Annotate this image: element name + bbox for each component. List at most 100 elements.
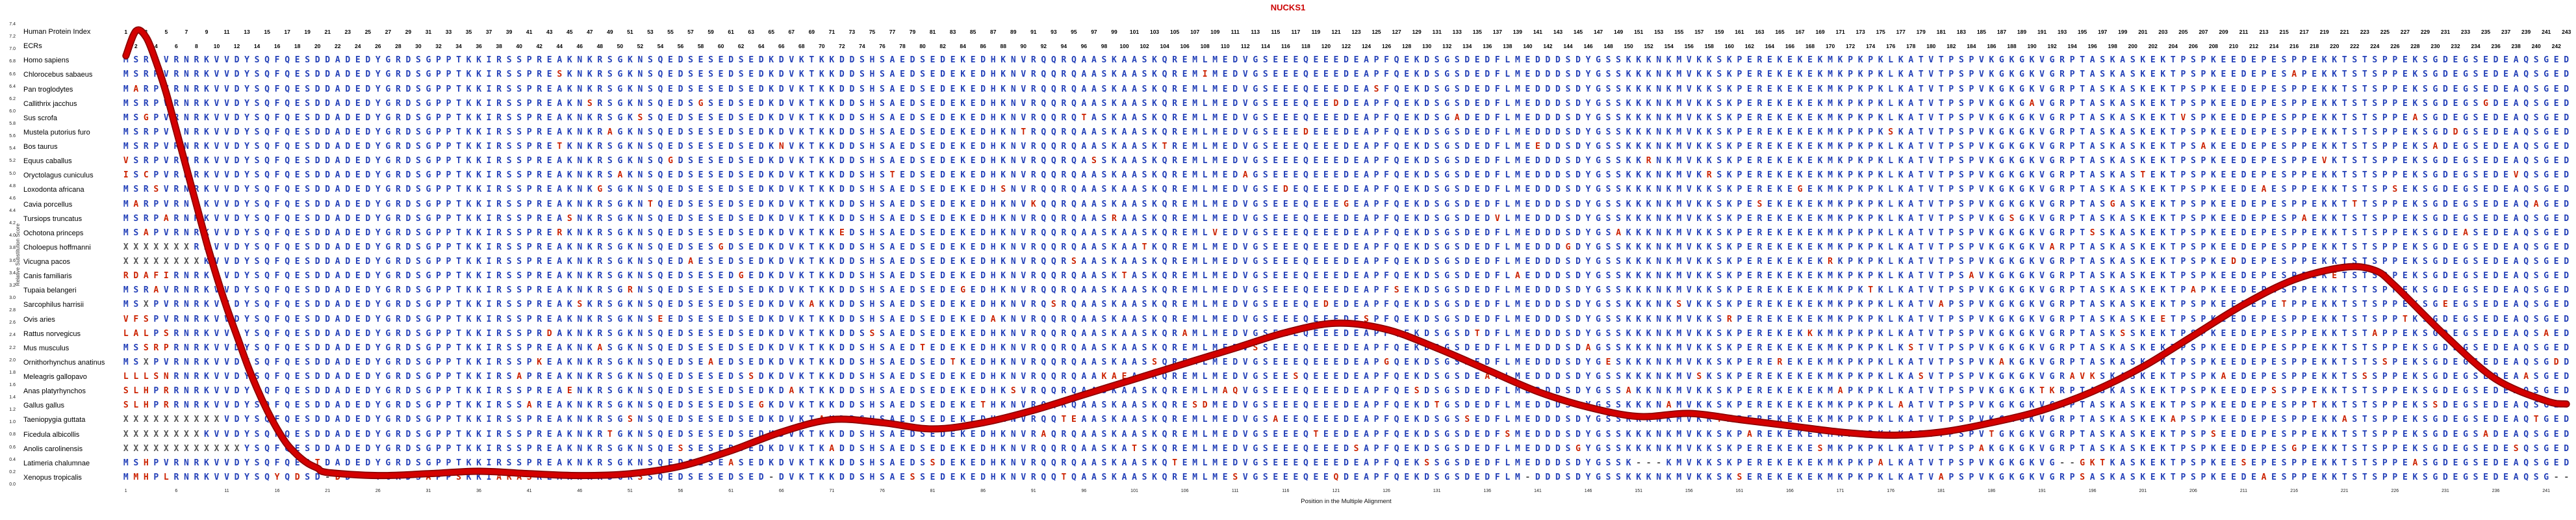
sequence-segment: KNKRSGKNSQEDSESEDSEDKDVKTKKDDSHSAEDSEDEK…: [567, 70, 1203, 80]
y-tick-label: 5.0: [9, 171, 16, 176]
sequence-segment: RPTASKASKEKTPSPKEEDEP: [2060, 386, 2272, 396]
sequence-segment: SEEEQEEEDEAPFQEKDSGSDEDFLMEDDDSD: [1262, 343, 1586, 353]
y-tick-label: 2.4: [9, 333, 16, 338]
sequence-segment: MSRPVRNRKVVDYSQFQESDDADEDYGRDSGPPTKKIRSS…: [123, 142, 557, 151]
x-tick-label: 131: [1433, 489, 1441, 493]
sequence-segment: QREMLMEDVGSEEEQEEEDEAP: [1162, 357, 1384, 367]
species-label: Ovis aries: [23, 315, 55, 324]
sequence-segment: EDDDSDYGSSKKKNKMVKKSKPEREKEKEKMKPKPKLKAT…: [1525, 271, 1969, 281]
sequence-segment: RPTASKASKEKTPSPKEEDEPESPPEKKTSTSPPEKSGDE…: [2060, 242, 2574, 252]
sequence-segment: RNRKVVDYSQFQESDDADEDYGRDSGPPTKKIRSSPR: [173, 328, 547, 339]
sequence-segment: RPVRNRKVVDYSQFQESDDADEDYGRDSGPPTKKIRSSPR…: [143, 199, 648, 209]
y-tick-label: 4.6: [9, 196, 16, 201]
x-tick-label: 151: [1635, 489, 1642, 493]
species-label: Anolis carolinensis: [23, 445, 83, 453]
sequence-segment: XXXXXXX: [123, 242, 194, 252]
x-tick-label: 221: [2340, 489, 2349, 493]
sequence-segment: PVRNRKVVDYSQFQESDDADEDYGRDSGPPTKKIRSSPRE…: [153, 112, 638, 123]
y-tick-label: 3.6: [9, 258, 16, 263]
sequence-segment: RNRKVVDYSQFQESDDADEDYGRDSGPPTKKIRS: [173, 372, 517, 382]
y-tick-label: 4.0: [9, 233, 16, 239]
sequence-segment: YSQFQESDDADEDYGRDSGPPTKKIRSSPREAKNKRSGKN…: [244, 443, 678, 454]
sequence-segment: VDYSQFQESDDADEDYGRDSGPPTKKIRSSPREAKNKRSG: [224, 415, 628, 425]
sequence-segment: DEKEDHKNVRQQRQAASKAASKQ: [940, 458, 1173, 468]
species-label: Meleagris gallopavo: [23, 373, 87, 381]
x-tick-label: 96: [1081, 489, 1087, 493]
sequence-segment: DSGSDEDFLMEDDDSDYGSS: [1424, 386, 1626, 396]
x-tick-label: 181: [1937, 489, 1945, 493]
species-label: Homo sapiens: [23, 57, 70, 65]
sequence-segment: QSGED: [2523, 443, 2574, 454]
sequence-segment: RNRKVVDYSQFQESDDADEDYGRDSGPPTKKIRSS: [173, 400, 527, 411]
species-label: Oryctolagus cuniculus: [23, 172, 94, 180]
x-tick-label: 81: [930, 489, 936, 493]
sequence-segment: ESPPEKKTSTSP: [2271, 185, 2393, 195]
x-tick-label: 76: [880, 489, 885, 493]
sequence-segment: SD: [305, 472, 325, 482]
y-tick-label: 0.2: [9, 469, 16, 474]
sequence-segment: VRNRKVVDYSQFQESDDADEDYGRDSGPPTKKIRSSPREA…: [163, 185, 598, 195]
x-tick-label: 161: [1735, 489, 1744, 493]
x-axis-title: Position in the Multiple Alignment: [1301, 498, 1392, 505]
x-tick-label: 141: [1534, 489, 1542, 493]
sequence-segment: DYGSSKKKNKMVKKSKPEREKEKEKMKPKPKLKATVTPSP…: [1575, 242, 2050, 252]
x-tick-label: 126: [1383, 489, 1390, 493]
y-tick-label: 1.8: [9, 370, 16, 375]
sequence-segment: --: [355, 472, 376, 482]
sequence-segment: DEGSEDEAQSGED: [2443, 142, 2574, 151]
x-tick-label: 121: [1332, 489, 1340, 493]
sequence-segment: PSPVKGKGKVGRP: [1948, 472, 2080, 482]
species-label: Rattus norvegicus: [23, 330, 81, 338]
sequence-segment: AQ: [1222, 386, 1243, 396]
sequence-segment: RQQRQAASKAASKQREMLMEDVGSEEE: [1030, 127, 1303, 137]
x-tick-label: 21: [325, 489, 331, 493]
sequence-segment: RDAFI: [123, 271, 174, 281]
sequence-segment: NKRSGKNSQEDSESEDSEDKD: [577, 386, 789, 396]
species-label: Mustela putorius furo: [23, 128, 90, 136]
sequence-segment: GED: [2544, 199, 2574, 209]
sequence-segment: MEDVGSEEEQEEEDEAPFQEKD: [1212, 400, 1435, 411]
sequence-segment: AKNKRSGKNSQEDSESEDSEDKDVKTKKDDS: [557, 328, 870, 339]
sequence-segment: SPPEKSGDEGSEDEA: [2372, 372, 2524, 382]
sequence-segment: DEGSEDEAQSGED: [2443, 400, 2574, 411]
sequence-segment: STSPPEKSGDEGSEDEAQ: [2352, 415, 2534, 425]
sequence-segment: NSQEDSESEDSEDKDVKT: [637, 415, 819, 425]
sequence-segment: YGSSKKKNKMVKKSKPEREKEKE: [1585, 443, 1818, 454]
sequence-segment: MLMEDVGSEEEQEEEDEAPFQEKDSGSD: [1192, 328, 1475, 339]
sequence-segment: EPESPPEKKTSTSPPE: [2251, 458, 2413, 468]
sequence-segment: KMVKKSKPEREKEKEKMKPKP: [1666, 458, 1878, 468]
sequence-segment: VTPSPVKGKGKVGR: [1928, 372, 2070, 382]
sequence-segment: KSKPEREKEKEKMKPKPKLKA: [1706, 372, 1919, 382]
sequence-segment: PKEEDEPESPPEKKTSTSPPEKSGDEGSEDEAQSGED: [2200, 285, 2574, 296]
sequence-segment: KQREMLMEDVGSEEEQEEEDEAPFQEKDSGSDEDFLMEDD…: [1152, 242, 1566, 252]
sequence-segment: PPEKKTSTSPPEKSG: [2291, 300, 2443, 310]
sequence-segment: RPVRNRKVVDYSQFQESDDADEDYGRDSGPPTKKIRSSPR…: [143, 84, 1374, 94]
sequence-segment: PREAKNKRSGKNSQEDSESEDS: [526, 372, 749, 382]
y-tick-label: 1.4: [9, 395, 16, 400]
sequence-segment: SKKKNKMVKKSKPERE: [1616, 357, 1778, 367]
x-tick-label: 51: [627, 489, 633, 493]
species-label: Anas platyrhynchos: [23, 387, 86, 396]
sequence-segment: QEKDSGSDEDFLMEDDDSDYG: [1394, 357, 1606, 367]
sequence-segment: SKAASKQREMLMEDVGSEEEQEEEDEAPFQEKDSGSDEDF…: [1101, 156, 1646, 166]
sequence-segment: MSRP: [123, 213, 164, 224]
sequence-segment: SGKNSQEDSESEDSEDKDVKTKKDDSHSAEDSEDEKEDH: [607, 185, 1001, 195]
sequence-segment: KLKATVTPSPVKGKGKVGRPTASKASKEKTP: [1878, 285, 2191, 296]
species-label: Tursiops truncatus: [23, 214, 83, 223]
x-tick-label: 201: [2139, 489, 2147, 493]
sequence-segment: KASKEKTPSPKEE: [2110, 458, 2241, 468]
x-tick-label: 36: [476, 489, 481, 493]
sequence-segment: LMEDDDSDYGSSKKKNKMVKKSKPEREKEKEKMKPKPKLK…: [1505, 213, 2009, 224]
sequence-segment: EDSEDKDVKTKKDDSHSAEDSED: [718, 357, 950, 367]
sequence-segment: AVK: [2069, 372, 2100, 382]
sequence-segment: MKPKPKLKATVTPSP: [1828, 443, 1979, 454]
x-tick-label: 41: [526, 489, 532, 493]
sequence-segment: KKTSTSPPEKS: [2321, 400, 2433, 411]
sequence-segment: SGSDEDFLMEDDDSDYGSSK: [1434, 458, 1637, 468]
sequence-segment: KNVRQQRQAASKAASKQREMLMEDVGSEEEQEEEDE: [1001, 314, 1364, 324]
y-tick-label: 0.6: [9, 445, 16, 450]
sequence-segment: QAASKAASKQREMLME: [1071, 472, 1233, 482]
x-tick-label: 71: [829, 489, 835, 493]
species-label: Gallus gallus: [23, 402, 64, 410]
